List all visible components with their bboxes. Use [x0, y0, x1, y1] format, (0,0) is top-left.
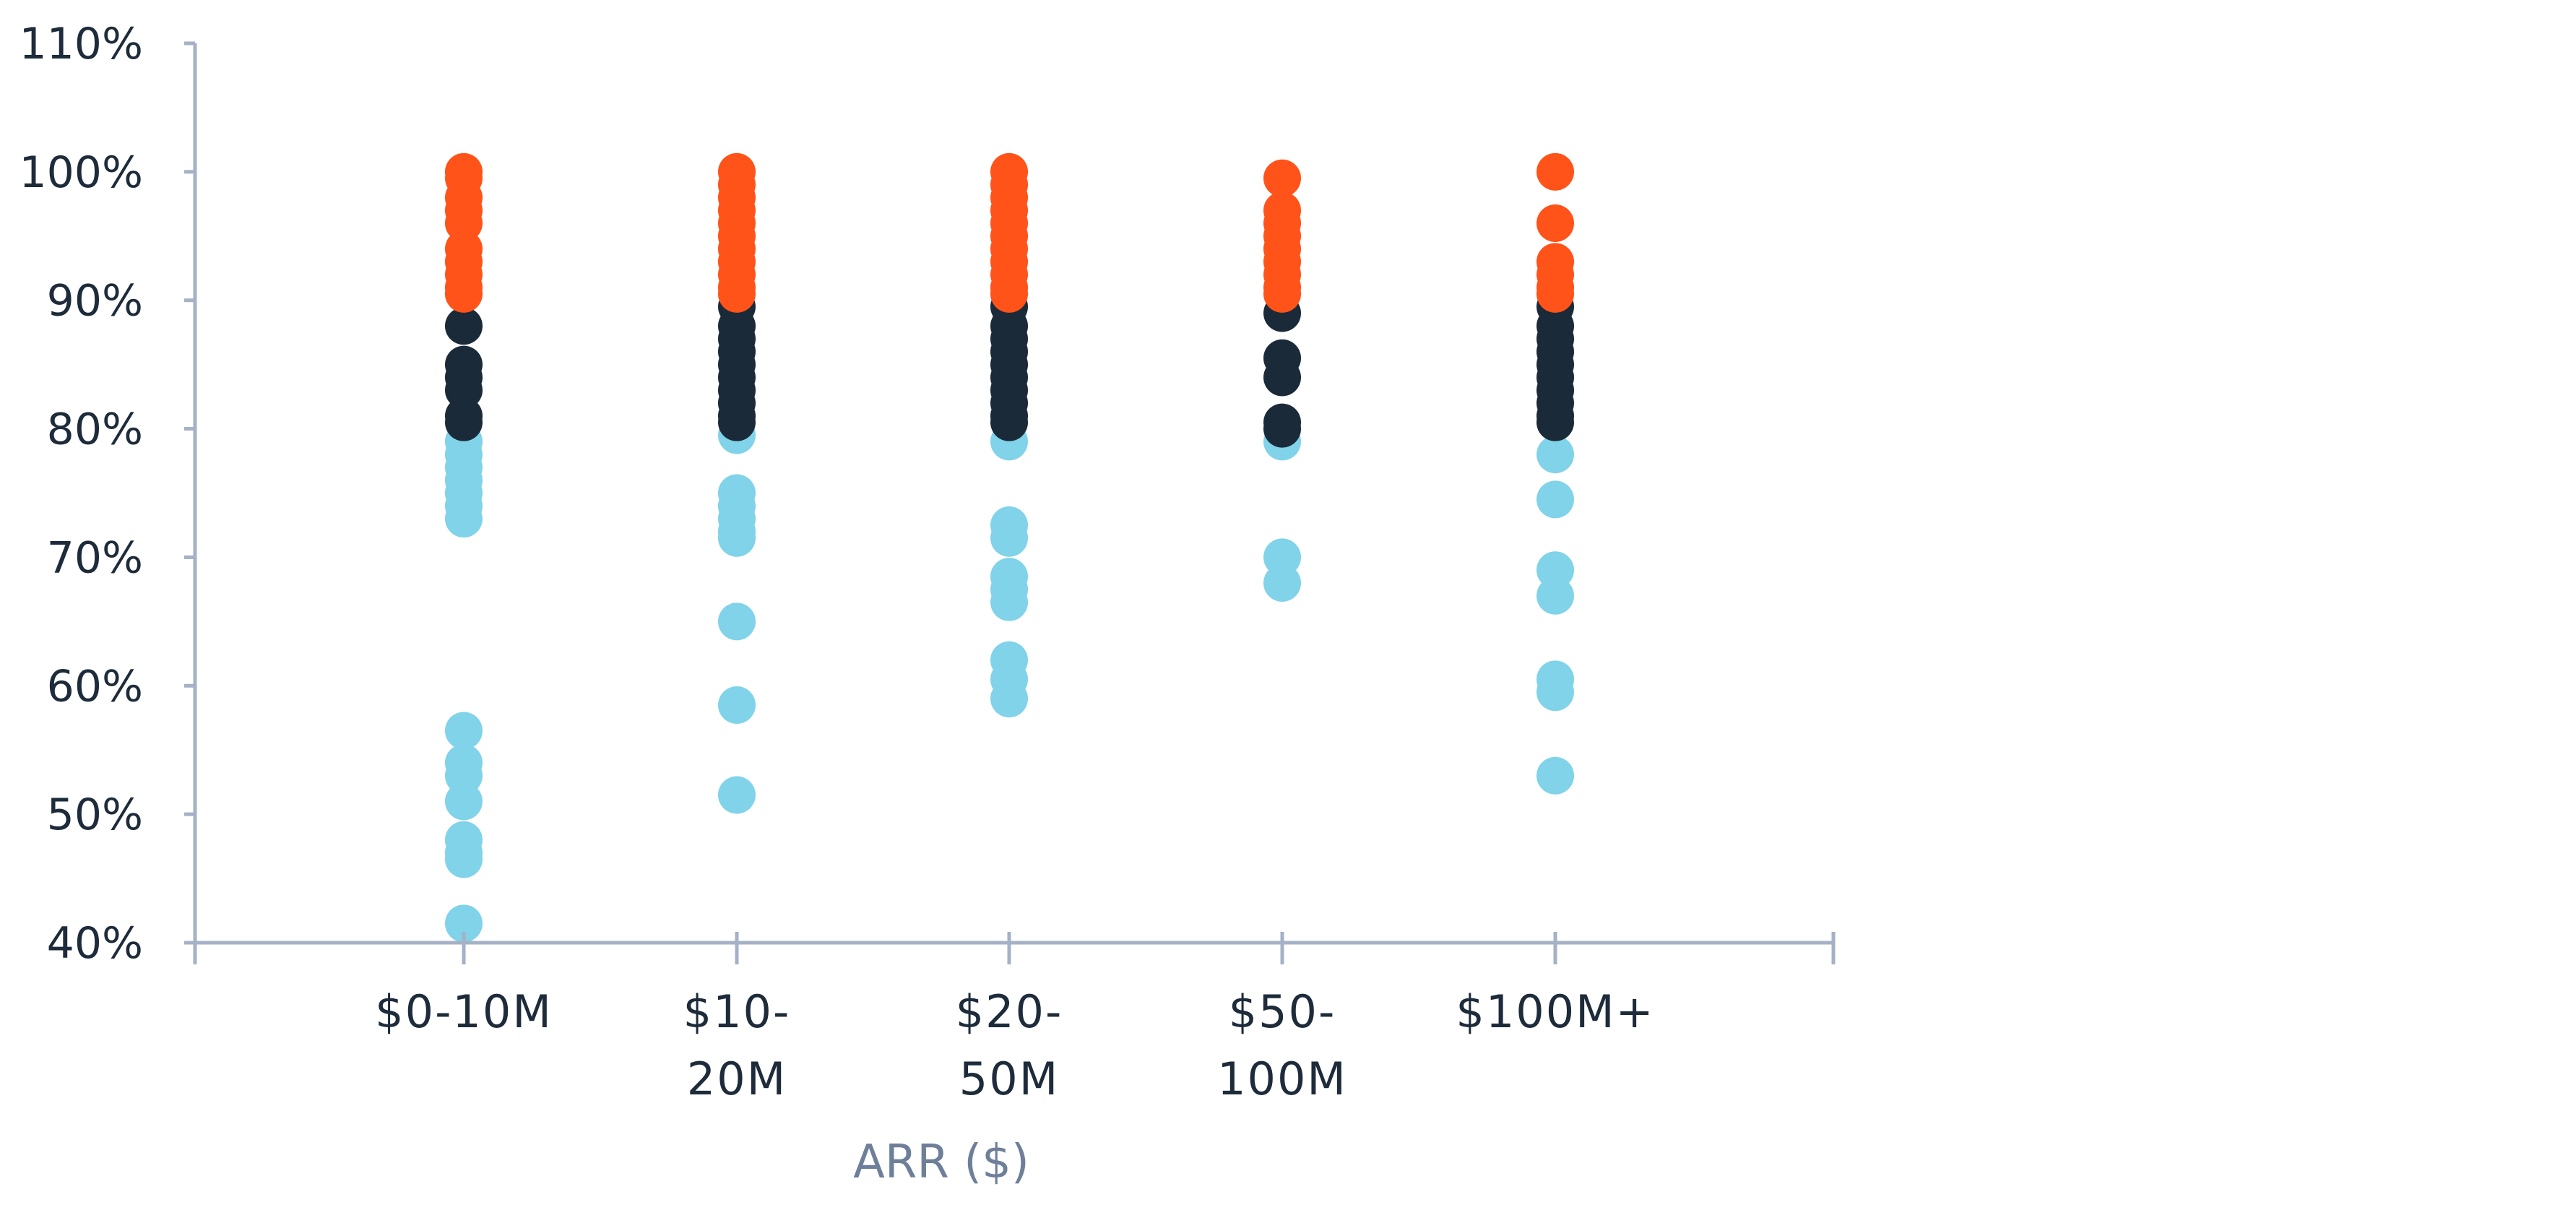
data-point-low [990, 680, 1028, 718]
data-point-mid [445, 371, 483, 410]
data-point-high [1263, 159, 1301, 197]
x-tick-label: 20M [687, 1053, 787, 1105]
data-point-low [445, 904, 483, 943]
x-tick-label: 100M [1217, 1053, 1347, 1105]
x-tick-label: $10- [683, 985, 791, 1038]
data-point-mid [990, 403, 1028, 441]
data-point-high [1536, 275, 1574, 313]
y-ticks-layer: 40% 50% 60% 70% 80% 90% 100% 110% [19, 19, 195, 969]
x-tick-label: $0-10M [375, 985, 553, 1038]
data-point-low [1536, 436, 1574, 474]
y-tick-label: 60% [47, 661, 143, 712]
data-point-low [1536, 551, 1574, 589]
x-tick-label: $20- [956, 985, 1063, 1038]
data-point-high [1536, 204, 1574, 242]
data-point-high [718, 275, 756, 313]
data-point-mid [1263, 358, 1301, 397]
data-point-high [990, 275, 1028, 313]
y-tick-label: 80% [47, 405, 143, 455]
data-point-low [718, 686, 756, 724]
axes-layer [193, 43, 1836, 964]
data-point-low [990, 519, 1028, 557]
data-point-high [445, 275, 483, 313]
x-tick-label: $100M+ [1456, 985, 1654, 1038]
data-point-low [1536, 576, 1574, 615]
data-point-mid [1536, 403, 1574, 441]
data-point-low [1536, 756, 1574, 795]
data-point-mid [718, 403, 756, 441]
y-tick-label: 50% [47, 790, 143, 840]
data-point-mid [445, 307, 483, 345]
data-point-low [1536, 673, 1574, 712]
y-tick-label: 110% [19, 19, 143, 69]
data-point-high [1263, 275, 1301, 313]
y-tick-label: 70% [47, 532, 143, 583]
data-point-low [445, 756, 483, 795]
x-ticks-layer: $0-10M $10- 20M $20- 50M $50- 100M $100M+ [375, 932, 1654, 1105]
x-tick-label: 50M [959, 1053, 1059, 1105]
data-point-low [990, 583, 1028, 621]
x-tick-label: $50- [1229, 985, 1336, 1038]
data-point-high [1536, 152, 1574, 191]
data-point-mid [1263, 410, 1301, 448]
data-point-low [445, 840, 483, 878]
data-point-low [1263, 538, 1301, 576]
x-axis-title: ARR ($) [853, 1136, 1029, 1189]
data-point-low [718, 519, 756, 557]
data-point-low [445, 712, 483, 750]
y-tick-label: 90% [47, 276, 143, 327]
data-point-low [718, 776, 756, 814]
y-tick-label: 100% [19, 147, 143, 198]
points-layer [445, 152, 1574, 943]
y-tick-label: 40% [47, 918, 143, 969]
data-point-high [445, 204, 483, 242]
data-point-low [1263, 564, 1301, 602]
data-point-low [718, 602, 756, 641]
data-point-mid [445, 403, 483, 441]
data-point-low [1536, 480, 1574, 519]
data-point-low [445, 782, 483, 821]
